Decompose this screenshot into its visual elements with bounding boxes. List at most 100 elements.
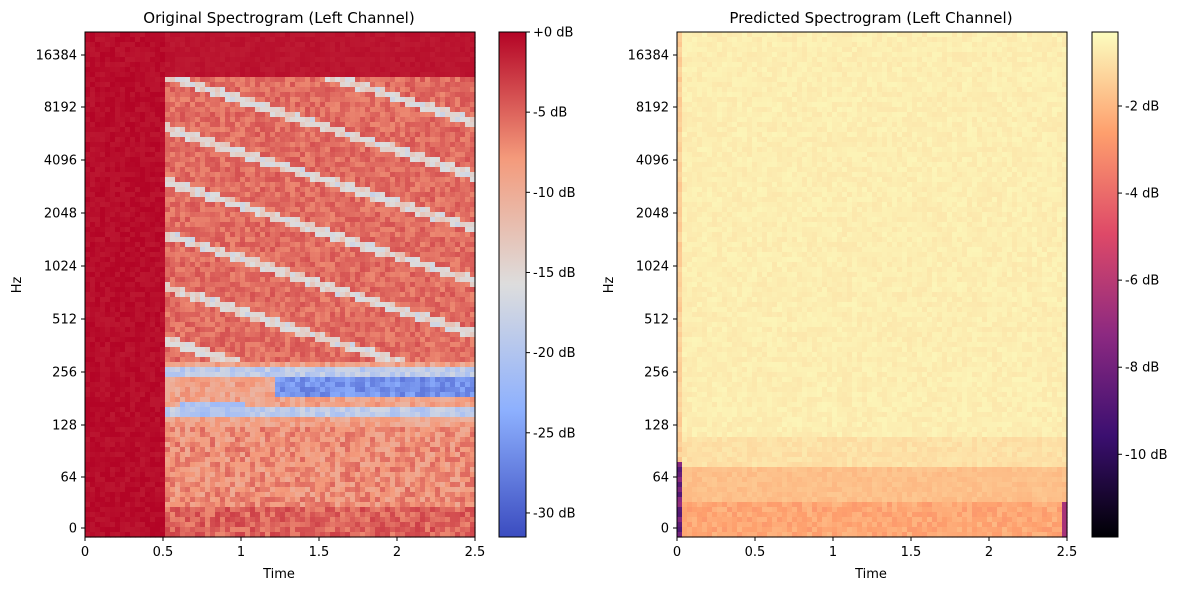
heatmap-cell bbox=[245, 47, 251, 53]
heatmap-cell bbox=[315, 237, 321, 243]
heatmap-cell bbox=[280, 192, 286, 198]
heatmap-cell bbox=[145, 102, 151, 108]
heatmap-cell bbox=[295, 107, 301, 113]
heatmap-cell bbox=[145, 452, 151, 458]
heatmap-cell bbox=[110, 427, 116, 433]
heatmap-cell bbox=[280, 307, 286, 313]
heatmap-cell bbox=[185, 282, 191, 288]
heatmap-cell bbox=[140, 317, 146, 323]
heatmap-cell bbox=[210, 282, 216, 288]
heatmap-cell bbox=[195, 247, 201, 253]
heatmap-cell bbox=[225, 492, 231, 498]
heatmap-cell bbox=[290, 377, 296, 383]
heatmap-cell bbox=[320, 187, 326, 193]
heatmap-cell bbox=[255, 97, 261, 103]
heatmap-cell bbox=[215, 262, 221, 268]
heatmap-cell bbox=[130, 327, 136, 333]
heatmap-cell bbox=[130, 67, 136, 73]
heatmap-cell bbox=[320, 192, 326, 198]
heatmap-cell bbox=[110, 32, 116, 38]
heatmap-cell bbox=[270, 367, 276, 373]
heatmap-cell bbox=[305, 187, 311, 193]
heatmap-cell bbox=[145, 427, 151, 433]
heatmap-cell bbox=[290, 507, 296, 513]
heatmap-cell bbox=[180, 247, 186, 253]
heatmap-cell bbox=[85, 232, 91, 238]
heatmap-cell bbox=[320, 432, 326, 438]
heatmap-cell bbox=[245, 62, 251, 68]
heatmap-cell bbox=[195, 452, 201, 458]
heatmap-cell bbox=[330, 127, 336, 133]
heatmap-cell bbox=[150, 522, 156, 528]
heatmap-cell bbox=[190, 232, 196, 238]
heatmap-cell bbox=[85, 267, 91, 273]
heatmap-cell bbox=[270, 172, 276, 178]
heatmap-cell bbox=[230, 417, 236, 423]
heatmap-cell bbox=[270, 92, 276, 98]
heatmap-cell bbox=[90, 52, 96, 58]
heatmap-cell bbox=[230, 142, 236, 148]
heatmap-cell bbox=[290, 87, 296, 93]
heatmap-cell bbox=[285, 492, 291, 498]
heatmap-cell bbox=[115, 72, 121, 78]
heatmap-cell bbox=[220, 532, 226, 538]
heatmap-cell bbox=[115, 37, 121, 43]
heatmap-cell bbox=[260, 417, 266, 423]
heatmap-cell bbox=[185, 77, 191, 83]
heatmap-cell bbox=[290, 232, 296, 238]
heatmap-cell bbox=[175, 202, 181, 208]
heatmap-cell bbox=[130, 512, 136, 518]
heatmap-cell bbox=[210, 357, 216, 363]
heatmap-cell bbox=[215, 252, 221, 258]
heatmap-cell bbox=[155, 377, 161, 383]
heatmap-cell bbox=[300, 132, 306, 138]
heatmap-cell bbox=[295, 337, 301, 343]
heatmap-cell bbox=[245, 157, 251, 163]
heatmap-cell bbox=[200, 317, 206, 323]
heatmap-cell bbox=[100, 32, 106, 38]
heatmap-cell bbox=[325, 447, 331, 453]
heatmap-cell bbox=[190, 462, 196, 468]
heatmap-cell bbox=[105, 457, 111, 463]
heatmap-cell bbox=[115, 397, 121, 403]
heatmap-cell bbox=[200, 122, 206, 128]
heatmap-cell bbox=[230, 337, 236, 343]
heatmap-cell bbox=[325, 342, 331, 348]
heatmap-cell bbox=[95, 337, 101, 343]
heatmap-cell bbox=[105, 147, 111, 153]
heatmap-cell bbox=[310, 152, 316, 158]
heatmap-cell bbox=[175, 462, 181, 468]
heatmap-cell bbox=[125, 137, 131, 143]
heatmap-cell bbox=[225, 107, 231, 113]
heatmap-cell bbox=[275, 37, 281, 43]
heatmap-cell bbox=[220, 102, 226, 108]
heatmap-cell bbox=[285, 332, 291, 338]
heatmap-cell bbox=[310, 507, 316, 513]
heatmap-cell bbox=[250, 502, 256, 508]
heatmap-cell bbox=[220, 302, 226, 308]
heatmap-cell bbox=[200, 67, 206, 73]
heatmap-cell bbox=[170, 157, 176, 163]
heatmap-cell bbox=[235, 312, 241, 318]
heatmap-cell bbox=[170, 82, 176, 88]
heatmap-cell bbox=[185, 147, 191, 153]
heatmap-cell bbox=[325, 472, 331, 478]
heatmap-cell bbox=[220, 37, 226, 43]
heatmap-cell bbox=[160, 302, 166, 308]
heatmap-cell bbox=[145, 202, 151, 208]
heatmap-cell bbox=[170, 92, 176, 98]
heatmap-cell bbox=[130, 132, 136, 138]
heatmap-cell bbox=[220, 412, 226, 418]
heatmap-cell bbox=[235, 452, 241, 458]
heatmap-cell bbox=[195, 462, 201, 468]
heatmap-cell bbox=[145, 312, 151, 318]
heatmap-cell bbox=[315, 322, 321, 328]
heatmap-cell bbox=[285, 232, 291, 238]
heatmap-cell bbox=[190, 477, 196, 483]
heatmap-cell bbox=[165, 417, 171, 423]
heatmap-cell bbox=[290, 172, 296, 178]
heatmap-cell bbox=[105, 132, 111, 138]
heatmap-cell bbox=[260, 147, 266, 153]
heatmap-cell bbox=[170, 372, 176, 378]
heatmap-cell bbox=[255, 192, 261, 198]
